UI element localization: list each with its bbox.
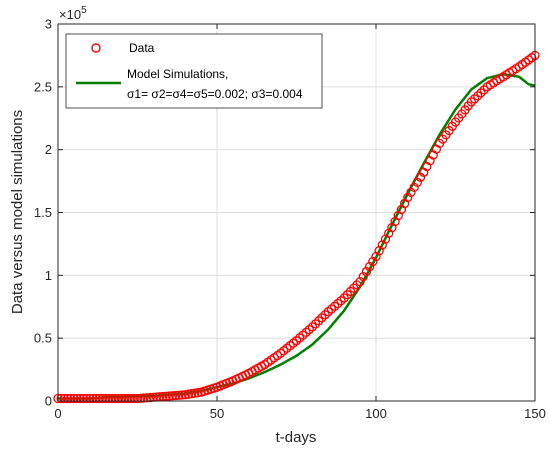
data-point bbox=[326, 304, 337, 314]
data-point bbox=[193, 388, 203, 398]
y-tick-label: 2.5 bbox=[34, 79, 52, 94]
data-point bbox=[320, 310, 330, 320]
y-tick-label: 1 bbox=[45, 268, 52, 283]
data-point bbox=[358, 271, 368, 282]
y-tick-label: 2 bbox=[45, 142, 52, 157]
y-tick-label: 0 bbox=[45, 394, 52, 409]
data-point bbox=[167, 391, 178, 401]
data-point bbox=[62, 393, 73, 404]
data-point bbox=[412, 177, 422, 187]
data-point bbox=[107, 393, 117, 404]
data-point bbox=[323, 307, 333, 317]
data-point bbox=[317, 313, 327, 323]
data-point bbox=[129, 393, 139, 404]
legend-data-marker bbox=[91, 43, 101, 53]
data-point bbox=[291, 336, 302, 346]
data-point bbox=[136, 393, 146, 403]
data-point bbox=[361, 266, 372, 277]
data-point bbox=[97, 393, 108, 404]
data-point bbox=[301, 327, 311, 338]
data-point bbox=[342, 290, 353, 300]
data-point bbox=[476, 88, 486, 98]
data-point bbox=[101, 393, 111, 404]
data-point bbox=[409, 182, 419, 193]
data-point bbox=[66, 393, 76, 404]
series-layer bbox=[53, 50, 540, 404]
y-tick-label: 3 bbox=[45, 17, 52, 32]
data-point bbox=[88, 393, 98, 404]
data-point bbox=[120, 393, 130, 404]
x-tick-label: 100 bbox=[365, 406, 387, 421]
data-point bbox=[72, 393, 82, 404]
legend-model-params: σ1= σ2=σ4=σ5=0.002; σ3=0.004 bbox=[127, 87, 303, 101]
data-point bbox=[142, 393, 152, 403]
y-multiplier: ×105 bbox=[59, 5, 87, 22]
data-point bbox=[126, 393, 136, 404]
data-point bbox=[469, 94, 480, 104]
data-point bbox=[310, 319, 321, 329]
data-point bbox=[330, 301, 340, 311]
x-tick-label: 50 bbox=[210, 406, 224, 421]
data-point bbox=[85, 393, 95, 404]
data-point bbox=[415, 172, 426, 182]
x-tick-label: 150 bbox=[524, 406, 546, 421]
data-point bbox=[164, 391, 174, 401]
data-point bbox=[183, 389, 194, 399]
x-tick-label: 0 bbox=[54, 406, 61, 421]
ticks: 0 50 100 150 0 0.5 1 1.5 2 2.5 3 bbox=[34, 17, 546, 422]
data-point bbox=[307, 322, 318, 332]
data-point bbox=[349, 283, 359, 293]
data-point bbox=[352, 280, 362, 290]
data-point bbox=[304, 324, 314, 335]
data-point bbox=[333, 298, 343, 309]
data-point bbox=[69, 393, 79, 404]
data-point bbox=[406, 187, 416, 198]
data-point bbox=[116, 393, 127, 404]
data-point bbox=[190, 388, 200, 398]
data-point bbox=[161, 391, 171, 401]
data-point bbox=[364, 261, 375, 272]
data-point bbox=[78, 393, 89, 404]
data-point bbox=[314, 316, 324, 326]
data-point bbox=[479, 85, 489, 95]
data-point bbox=[186, 389, 197, 399]
data-point bbox=[94, 393, 104, 404]
data-point bbox=[123, 393, 133, 404]
data-point bbox=[56, 393, 66, 404]
data-point bbox=[59, 393, 70, 404]
data-point bbox=[174, 390, 184, 400]
legend-data-label: Data bbox=[129, 41, 155, 55]
legend-model-label: Model Simulations, bbox=[127, 67, 228, 81]
data-point bbox=[177, 390, 187, 400]
data-point bbox=[104, 393, 114, 404]
legend: Data Model Simulations, σ1= σ2=σ4=σ5=0.0… bbox=[65, 33, 323, 109]
data-point bbox=[132, 393, 143, 404]
data-point bbox=[355, 276, 365, 287]
x-axis-label: t-days bbox=[276, 429, 317, 446]
data-point bbox=[158, 391, 168, 402]
data-point bbox=[295, 333, 305, 343]
y-tick-label: 0.5 bbox=[34, 331, 52, 346]
data-point bbox=[403, 192, 413, 203]
data-point bbox=[473, 91, 483, 101]
data-point bbox=[139, 393, 149, 403]
data-point bbox=[345, 286, 356, 297]
data-point bbox=[110, 393, 120, 404]
data-point bbox=[75, 393, 85, 404]
data-point bbox=[339, 293, 349, 303]
data-point bbox=[466, 97, 477, 107]
data-point bbox=[298, 330, 308, 340]
data-point bbox=[180, 390, 190, 400]
data-point bbox=[81, 393, 92, 404]
data-point bbox=[113, 393, 124, 404]
y-axis-label: Data versus model simulations bbox=[9, 110, 26, 314]
y-multiplier-exponent: 5 bbox=[81, 5, 87, 16]
data-point bbox=[336, 296, 346, 306]
data-point bbox=[368, 256, 378, 267]
legend-box bbox=[65, 33, 323, 109]
y-tick-label: 1.5 bbox=[34, 205, 52, 220]
data-point bbox=[91, 393, 101, 404]
data-point bbox=[171, 390, 181, 401]
